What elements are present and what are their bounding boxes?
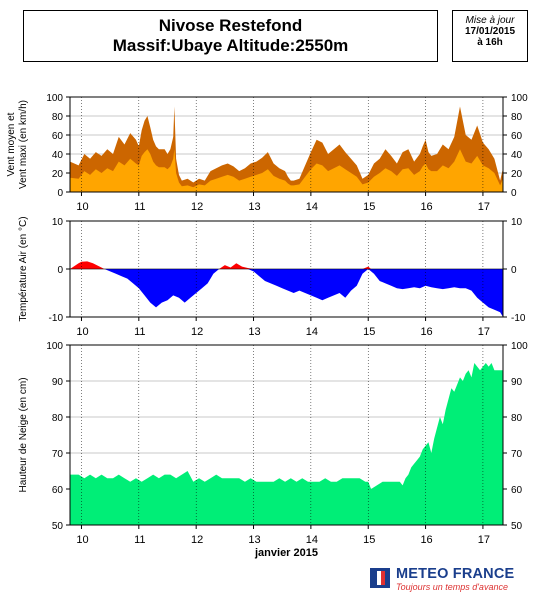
y-axis-label-2: Hauteur de Neige (en cm) [18,377,29,492]
title-box: Nivose Restefond Massif:Ubaye Altitude:2… [23,10,438,62]
xtick-label-0-17: 17 [478,201,490,213]
plot-frame-2 [69,344,504,526]
ytick-label-right-1--10: -10 [511,313,526,324]
ytick-label-left-0-80: 80 [52,112,64,123]
xtick-label-2-17: 17 [478,534,490,546]
xtick-label-2-11: 11 [134,534,145,546]
ytick-label-right-1-10: 10 [511,217,523,228]
xtick-label-0-16: 16 [420,201,432,213]
wind-max-area [70,106,503,192]
meteo-france-logo: METEO FRANCE Toujours un temps d'avance [370,566,535,592]
xtick-label-1-17: 17 [478,326,490,338]
xtick-label-0-14: 14 [306,201,318,213]
xtick-label-2-13: 13 [248,534,260,546]
xtick-label-0-15: 15 [363,201,375,213]
ytick-label-left-1--10: -10 [49,313,64,324]
ytick-label-left-2-50: 50 [52,521,64,532]
ytick-label-right-0-0: 0 [511,188,517,199]
update-time: à 16h [477,37,503,48]
ytick-label-right-2-80: 80 [511,413,523,424]
xtick-label-1-15: 15 [363,326,375,338]
logo-tagline: Toujours un temps d'avance [396,582,508,592]
xtick-label-1-16: 16 [420,326,432,338]
ytick-label-left-2-90: 90 [52,377,64,388]
y-axis-label-1: Température Air (en °C) [18,216,29,321]
xtick-label-2-12: 12 [191,534,203,546]
xtick-label-0-12: 12 [191,201,203,213]
ytick-label-left-0-100: 100 [46,93,63,104]
xtick-label-2-15: 15 [363,534,375,546]
logo-name: METEO FRANCE [396,566,515,582]
xtick-label-1-13: 13 [248,326,260,338]
ytick-label-left-1-0: 0 [57,265,63,276]
ytick-label-right-0-60: 60 [511,131,523,142]
ytick-label-right-0-20: 20 [511,169,523,180]
station-title: Nivose Restefond [158,16,303,35]
y-axis-label-line1-0: Vent moyen et [6,112,17,176]
ytick-label-right-2-60: 60 [511,485,523,496]
update-date: 17/01/2015 [464,26,516,37]
ytick-label-right-0-40: 40 [511,150,523,161]
ytick-label-left-0-0: 0 [57,188,63,199]
xtick-label-2-14: 14 [306,534,318,546]
ytick-label-right-2-90: 90 [511,377,523,388]
ytick-label-left-2-100: 100 [46,341,63,352]
xtick-label-0-13: 13 [248,201,260,213]
ytick-label-right-2-70: 70 [511,449,523,460]
meteo-france-logo-icon [370,568,390,588]
massif-altitude-title: Massif:Ubaye Altitude:2550m [112,36,349,55]
plot-frame-0 [69,96,504,193]
ytick-label-left-0-60: 60 [52,131,64,142]
x-axis-label: janvier 2015 [254,547,318,559]
ytick-label-left-1-10: 10 [52,217,64,228]
xtick-label-2-16: 16 [420,534,432,546]
ytick-label-left-2-80: 80 [52,413,64,424]
ytick-label-left-0-20: 20 [52,169,64,180]
wind-mean-area [70,149,503,192]
temperature-positive-area [70,261,503,269]
xtick-label-0-11: 11 [134,201,145,213]
xtick-label-1-10: 10 [76,326,88,338]
snow-depth-area [70,363,503,525]
xtick-label-1-12: 12 [191,326,203,338]
ytick-label-right-2-100: 100 [511,341,528,352]
ytick-label-left-0-40: 40 [52,150,64,161]
ytick-label-right-1-0: 0 [511,265,517,276]
ytick-label-left-2-60: 60 [52,485,64,496]
ytick-label-right-2-50: 50 [511,521,523,532]
update-box: Mise à jour 17/01/2015 à 16h [452,10,528,62]
ytick-label-right-0-80: 80 [511,112,523,123]
update-label: Mise à jour [465,15,515,26]
xtick-label-2-10: 10 [76,534,88,546]
ytick-label-right-0-100: 100 [511,93,528,104]
temperature-negative-area [70,269,503,317]
ytick-label-left-2-70: 70 [52,449,64,460]
xtick-label-1-11: 11 [134,326,145,338]
y-axis-label-line2-0: Vent maxi (en km/h) [18,100,29,189]
xtick-label-1-14: 14 [306,326,318,338]
xtick-label-0-10: 10 [76,201,88,213]
